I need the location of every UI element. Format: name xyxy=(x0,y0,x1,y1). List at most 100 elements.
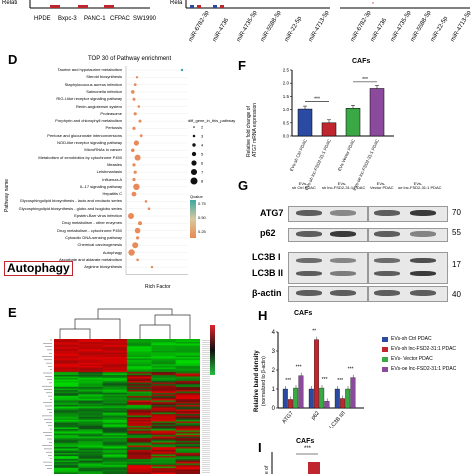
panel-label-e: E xyxy=(8,305,17,320)
pathway-dot xyxy=(133,183,140,190)
pathway-label: Drug metabolism - cytochrome P450 xyxy=(57,227,122,233)
legend-item: EVs-sh lnc-FSD2-31:1 PDAC xyxy=(382,346,474,352)
panel-i-bar xyxy=(308,462,320,474)
cell-line-label: HPDE xyxy=(34,16,51,22)
blot-band xyxy=(296,290,322,296)
pathway-label: Ascorbate and aldarate metabolism xyxy=(59,256,122,262)
bar xyxy=(345,108,361,137)
blot-label-beta-actin: β-actin xyxy=(252,288,282,298)
pathway-label: Influenza A xyxy=(102,176,122,182)
mw-marker: 70 xyxy=(452,208,461,217)
colorbar-tick: 0.50 xyxy=(198,215,206,220)
pathway-label: Porphyrin and chlorophyll metabolism xyxy=(55,118,122,124)
pathway-dot xyxy=(132,126,136,130)
bar xyxy=(319,387,325,409)
pathway-dot xyxy=(180,68,184,72)
panel-f-ylabel: Relative fold change of ATG7 mRNA expres… xyxy=(246,102,258,157)
pathway-label: Hepatitis C xyxy=(102,191,122,197)
pathway-label: Arginine biosynthesis xyxy=(84,264,122,270)
legend-item: EVs- Vector PDAC xyxy=(382,356,474,362)
category-label: ATG7 xyxy=(281,410,295,425)
y-tick-label: 2.0 xyxy=(283,81,290,86)
panel-f: CAFs Relative fold change of ATG7 mRNA e… xyxy=(238,52,474,192)
bar xyxy=(298,375,304,409)
pathway-dot xyxy=(131,90,135,94)
legend-label: EVs-sh Ctrl PDAC xyxy=(391,336,432,342)
cell-line-label: CFPAC xyxy=(110,16,130,22)
blot-band xyxy=(410,231,436,237)
panel-i: CAFs e of *** xyxy=(238,438,474,474)
blot-band xyxy=(296,271,322,276)
row-dendrogram xyxy=(42,339,52,469)
blot-band xyxy=(374,290,400,296)
blot-label-lc3b-i: LC3B I xyxy=(252,252,281,262)
y-tick-label: 3 xyxy=(272,349,276,355)
size-legend-label: 5 xyxy=(201,152,204,157)
blot-band xyxy=(410,210,436,216)
legend-swatch xyxy=(382,346,388,352)
row-label-column xyxy=(202,339,210,474)
panel-label-d: D xyxy=(8,52,18,67)
pathway-dot xyxy=(133,170,137,174)
cell-line-label: Bxpc-3 xyxy=(58,16,77,22)
size-legend-label: 4 xyxy=(201,143,204,148)
sig-label: *** xyxy=(337,378,343,384)
pathway-label: Metabolism of xenobiotics by cytochrome … xyxy=(38,154,122,160)
size-legend-label: 6 xyxy=(201,161,204,166)
lane-header: EVs-sh Ctrl PDAC xyxy=(292,181,316,190)
atg7-bar-chart: 0.0 0.5 1.0 1.5 2.0 2.5 EVs-sh Ctrl PDAC EVs-sh… xyxy=(283,68,394,191)
size-legend-title: diff_gene_in_this_pathway xyxy=(188,118,236,123)
size-legend-label: 8 xyxy=(201,179,204,184)
sig-label: *** xyxy=(296,365,302,371)
size-legend-label: 7 xyxy=(201,170,204,175)
dendrogram-branch xyxy=(74,318,121,339)
bar xyxy=(345,388,351,409)
bar xyxy=(350,377,356,409)
blot-label-atg7: ATG7 xyxy=(260,208,284,218)
blot-label-p62: p62 xyxy=(260,228,276,238)
y-tick-label: 0.5 xyxy=(283,120,290,125)
pathway-label: NOD-like receptor signaling pathway xyxy=(57,140,122,145)
lane-header: EVs-oe lnc-FSD2-31:1 PDAC xyxy=(398,181,442,190)
pathway-dot xyxy=(144,200,148,203)
y-tick-label: 2 xyxy=(272,368,276,374)
legend-swatch xyxy=(382,366,388,372)
dendrogram-branch xyxy=(139,324,171,339)
panel-label-h: H xyxy=(258,308,268,323)
blot-membrane xyxy=(368,252,448,284)
panel-i-title: CAFs xyxy=(296,438,315,445)
pathway-dot xyxy=(150,265,154,269)
size-legend-dot xyxy=(192,143,196,147)
pathway-label: Renin-angiotensin system xyxy=(75,103,122,109)
top-strip-axes: * xyxy=(29,0,470,9)
panel-d-title: TOP 30 of Pathway enrichment xyxy=(88,56,172,62)
qvalue-colorbar xyxy=(190,200,196,238)
legend-item: EVs-sh Ctrl PDAC xyxy=(382,336,474,342)
pathway-label: Pentose and glucuronate interconversions xyxy=(47,132,122,138)
pathway-dot xyxy=(147,207,151,210)
pathway-dot xyxy=(134,227,141,234)
dendrogram-branch xyxy=(154,314,191,339)
panel-label-g: G xyxy=(238,178,249,193)
bar xyxy=(288,399,293,409)
pathway-dot xyxy=(131,148,135,153)
bar xyxy=(308,388,314,409)
pathway-label: Staphylococcus aureus infection xyxy=(64,81,122,87)
blot-membrane xyxy=(288,252,368,284)
category-label: EVs-Vector PDAC xyxy=(337,138,356,171)
dendrogram-branch xyxy=(97,308,173,319)
sig-label: ** xyxy=(312,329,316,335)
pathway-label: Taurine and hypotaurine metabolism xyxy=(57,67,122,72)
legend-item: EVs-oe lnc-FSD2-31:1 PDAC xyxy=(382,366,474,372)
colorbar-tick: 0.25 xyxy=(198,229,206,234)
blot-image xyxy=(288,200,450,308)
size-legend-dot xyxy=(191,160,197,166)
dendrogram-branch xyxy=(59,328,91,339)
size-legend-dot xyxy=(191,151,197,157)
blot-band xyxy=(330,258,356,263)
blot-band xyxy=(410,258,436,263)
y-tick-label: 1 xyxy=(272,387,276,393)
sig-label: *** xyxy=(314,97,320,103)
panel-h: CAFs Relative band density (normalized t… xyxy=(238,308,474,428)
